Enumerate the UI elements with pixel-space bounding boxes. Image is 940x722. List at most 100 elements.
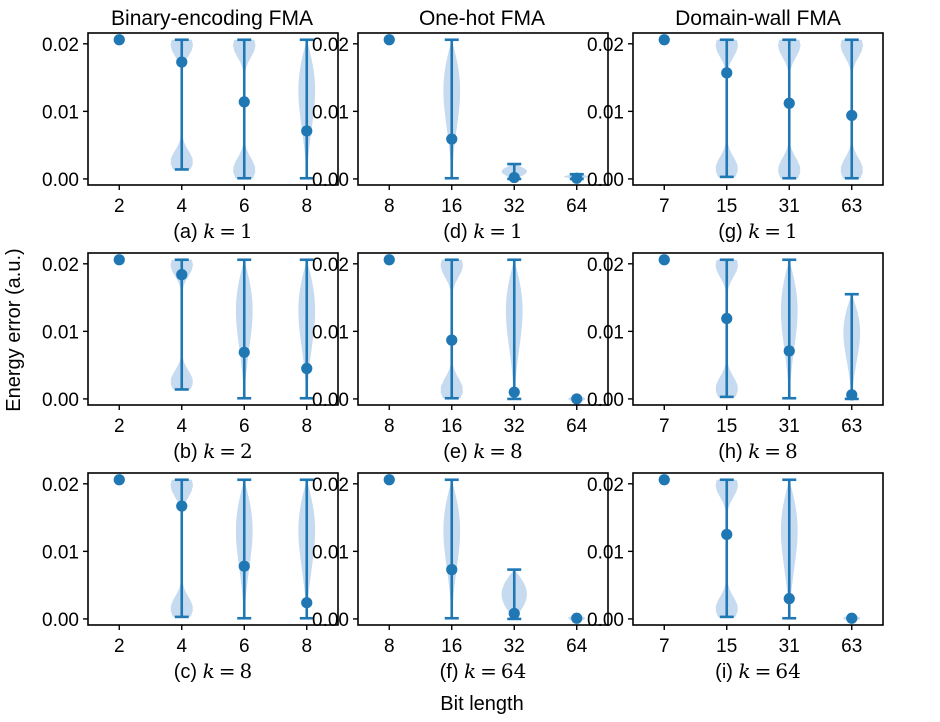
x-tick-label: 32: [504, 196, 525, 217]
x-tick-label: 16: [441, 196, 462, 217]
x-tick-label: 2: [114, 416, 125, 437]
axes-frame: [632, 252, 884, 406]
mean-marker: [446, 133, 458, 145]
panel-caption: (h) k = 8: [718, 439, 798, 463]
caption-value: = 64: [476, 659, 526, 683]
mean-marker: [238, 560, 250, 572]
mean-marker: [301, 125, 313, 137]
mean-marker: [571, 612, 583, 624]
caption-prefix: (e): [443, 441, 473, 463]
mean-marker: [783, 345, 795, 357]
caption-prefix: (a): [173, 221, 203, 243]
caption-value: = 64: [751, 659, 801, 683]
caption-prefix: (c): [174, 661, 203, 683]
caption-variable: k: [473, 439, 485, 463]
x-tick-label: 4: [176, 196, 187, 217]
y-tick-label: 0.02: [42, 475, 79, 496]
x-tick-label: 64: [566, 196, 588, 217]
mean-marker: [721, 312, 733, 325]
caption-prefix: (h): [718, 441, 748, 463]
mean-marker: [846, 109, 858, 122]
x-tick-label: 64: [566, 636, 588, 657]
mean-marker: [301, 362, 313, 375]
y-tick-label: 0.01: [42, 322, 79, 343]
y-tick-label: 0.00: [312, 170, 349, 191]
axes-frame: [87, 472, 339, 626]
mean-marker: [383, 34, 395, 46]
mean-marker: [383, 474, 395, 486]
x-tick-label: 64: [566, 416, 588, 437]
axes-frame: [87, 32, 339, 186]
panel-caption: (c) k = 8: [174, 659, 253, 683]
caption-variable: k: [203, 659, 215, 683]
x-tick-label: 32: [504, 416, 525, 437]
caption-value: = 1: [215, 219, 252, 243]
y-tick-label: 0.02: [587, 35, 624, 56]
y-tick-label: 0.02: [42, 255, 79, 276]
x-tick-label: 6: [239, 196, 250, 217]
column-title-domain-wall: Domain-wall FMA: [675, 7, 841, 30]
x-tick-label: 4: [176, 636, 187, 657]
x-tick-label: 7: [659, 196, 670, 217]
y-tick-label: 0.01: [587, 322, 624, 343]
y-tick-label: 0.02: [587, 255, 624, 276]
mean-marker: [113, 474, 125, 486]
x-tick-label: 2: [114, 636, 125, 657]
panel-grid: 0.00 0.01 0.02 2 4 6 8 (a) k = 1 0.00 0.01 0.02 2 4 6…: [42, 32, 884, 683]
axes-frame: [357, 32, 609, 186]
x-axis-label: Bit length: [440, 693, 523, 715]
x-tick-label: 15: [716, 196, 737, 217]
x-tick-label: 32: [504, 636, 525, 657]
y-tick-label: 0.02: [587, 475, 624, 496]
x-tick-label: 63: [841, 196, 862, 217]
caption-variable: k: [739, 659, 751, 683]
panel-c: 0.00 0.01 0.02 2 4 6 8 (c) k = 8: [42, 472, 339, 683]
axes-frame: [357, 472, 609, 626]
axes-frame: [632, 32, 884, 186]
mean-marker: [508, 171, 520, 184]
mean-marker: [783, 97, 795, 109]
mean-marker: [571, 393, 583, 405]
x-tick-label: 8: [384, 416, 395, 437]
panel-caption: (f) k = 64: [440, 659, 527, 683]
y-tick-label: 0.00: [42, 390, 79, 411]
caption-variable: k: [203, 219, 215, 243]
caption-variable: k: [748, 439, 760, 463]
x-tick-label: 7: [659, 416, 670, 437]
y-tick-label: 0.00: [42, 610, 79, 631]
caption-variable: k: [473, 219, 485, 243]
y-tick-label: 0.00: [312, 390, 349, 411]
mean-marker: [508, 607, 520, 620]
y-tick-label: 0.01: [42, 542, 79, 563]
panel-f: 0.00 0.01 0.02 8 16 32 64 (f) k = 64: [312, 472, 609, 683]
mean-marker: [658, 254, 670, 266]
y-tick-label: 0.01: [312, 542, 349, 563]
x-tick-label: 8: [301, 196, 312, 217]
y-tick-label: 0.00: [42, 170, 79, 191]
caption-value: = 1: [760, 219, 797, 243]
caption-value: = 8: [215, 659, 252, 683]
caption-variable: k: [464, 659, 476, 683]
y-tick-label: 0.02: [312, 475, 349, 496]
y-axis-label: Energy error (a.u.): [3, 248, 25, 411]
caption-variable: k: [748, 219, 760, 243]
x-tick-label: 31: [779, 196, 800, 217]
caption-prefix: (d): [443, 221, 473, 243]
x-tick-label: 8: [384, 196, 395, 217]
y-tick-label: 0.02: [312, 255, 349, 276]
panel-a: 0.00 0.01 0.02 2 4 6 8 (a) k = 1: [42, 32, 339, 243]
y-tick-label: 0.02: [312, 35, 349, 56]
caption-prefix: (b): [173, 441, 203, 463]
x-tick-label: 16: [441, 416, 462, 437]
mean-marker: [238, 96, 250, 108]
caption-value: = 8: [760, 439, 797, 463]
panel-caption: (b) k = 2: [173, 439, 253, 463]
y-tick-label: 0.01: [587, 102, 624, 123]
panel-e: 0.00 0.01 0.02 8 16 32 64 (e) k = 8: [312, 252, 609, 463]
caption-variable: k: [203, 439, 215, 463]
x-tick-label: 8: [301, 416, 312, 437]
axes-frame: [357, 252, 609, 406]
axes-frame: [632, 472, 884, 626]
mean-marker: [301, 597, 313, 609]
